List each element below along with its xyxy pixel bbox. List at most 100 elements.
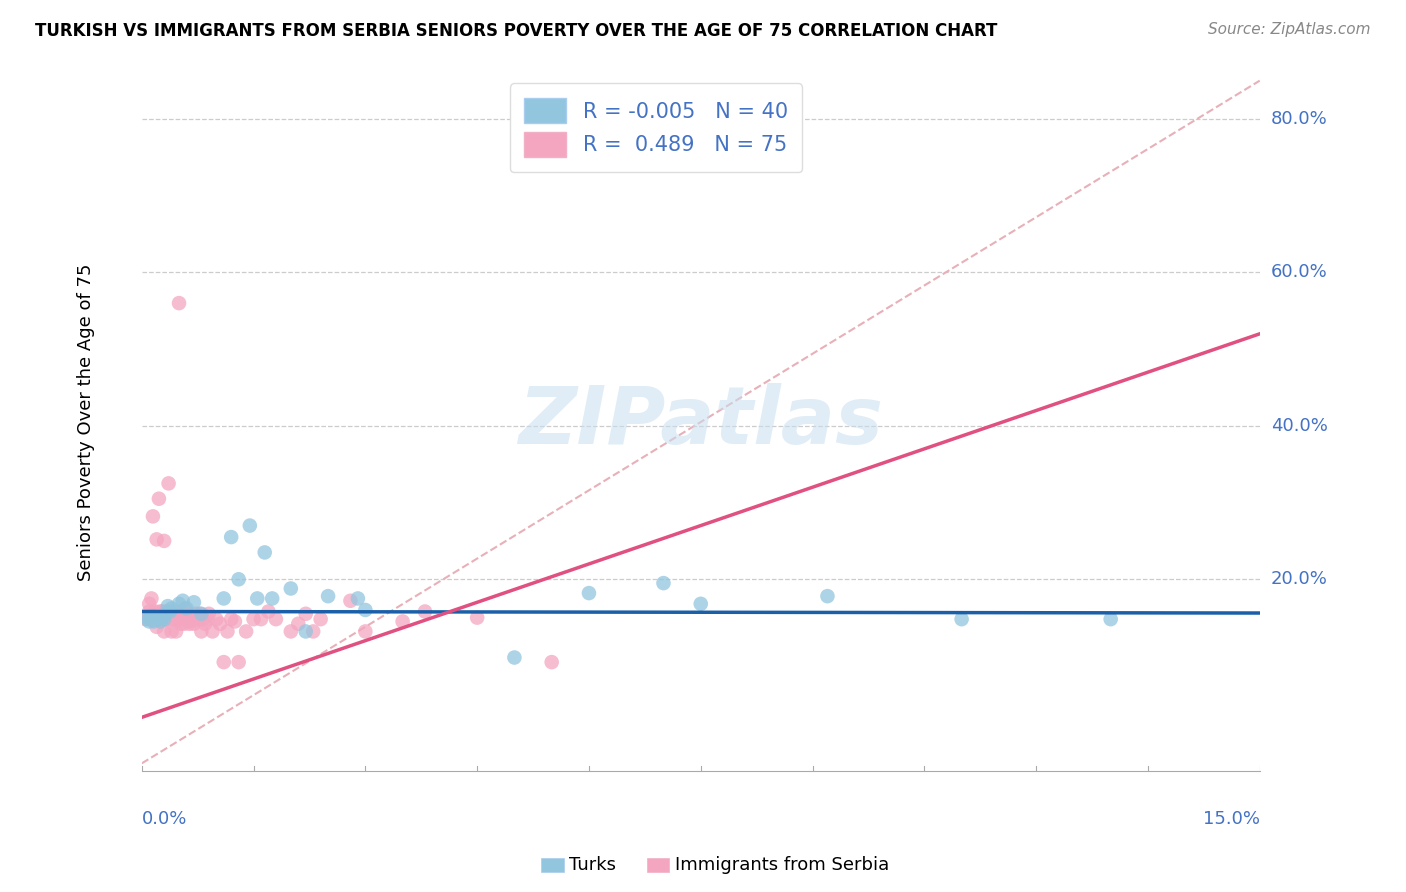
Text: 0.0%: 0.0% [142,810,187,828]
Point [160,601,183,615]
Point [139,610,162,624]
Point [172,593,194,607]
Point [264,612,287,626]
Point [159,605,181,619]
Point [143,609,166,624]
Point [149,615,172,629]
Point [280,582,302,596]
Point [136,609,159,624]
Point [173,616,195,631]
Point [208,616,231,631]
Point [181,612,204,626]
Point [157,476,180,491]
Point [413,605,436,619]
Point [153,624,176,639]
Point [146,612,169,626]
Point [262,591,284,606]
Point [195,612,218,626]
Point [156,605,179,619]
Point [339,593,361,607]
Point [540,655,562,669]
Point [145,610,167,624]
Text: 40.0%: 40.0% [1271,417,1327,435]
Text: Seniors Poverty Over the Age of 75: Seniors Poverty Over the Age of 75 [77,263,94,581]
Point [190,624,212,639]
Point [309,612,332,626]
Point [347,591,370,606]
Point [145,620,167,634]
Point [145,533,167,547]
Point [141,591,163,606]
Point [198,607,221,621]
Point [191,612,214,626]
Point [142,612,165,626]
Point [391,615,413,629]
Point [294,624,316,639]
Point [950,612,973,626]
Point [177,612,200,626]
Point [149,605,172,619]
Point [148,491,170,506]
Point [246,591,269,606]
Point [142,509,165,524]
Point [159,612,181,626]
Point [172,605,194,619]
Point [242,612,264,626]
Text: 20.0%: 20.0% [1271,570,1327,588]
Point [138,597,160,611]
Point [155,607,177,621]
Point [156,599,179,614]
Text: 80.0%: 80.0% [1271,110,1327,128]
Point [235,624,257,639]
Point [160,624,183,639]
Point [253,545,276,559]
Point [149,612,172,626]
Point [136,612,159,626]
Point [212,591,235,606]
Point [176,601,198,615]
Point [174,601,197,615]
Point [190,607,212,621]
Point [183,616,205,631]
Point [153,533,176,548]
Point [165,605,187,619]
Point [187,612,209,626]
Text: 60.0%: 60.0% [1271,263,1327,282]
Point [689,597,711,611]
Point [239,518,262,533]
Point [652,576,675,591]
Point [228,572,250,586]
Point [141,612,163,626]
Point [212,655,235,669]
Point [166,612,188,626]
Point [162,612,184,626]
Point [302,624,325,639]
Point [153,612,176,626]
Point [316,589,339,603]
Point [165,624,187,639]
Text: Turks: Turks [569,856,616,874]
Text: ZIPatlas: ZIPatlas [519,383,883,461]
Point [184,607,207,621]
Point [219,612,242,626]
Point [142,615,165,629]
Point [169,616,191,631]
Point [294,607,316,621]
Point [354,624,377,639]
Point [167,296,190,310]
Point [188,607,211,621]
Point [176,607,198,621]
Point [578,586,600,600]
Point [257,605,280,619]
Point [138,615,160,629]
Point [217,624,239,639]
Point [167,597,190,611]
Point [250,612,273,626]
Text: 15.0%: 15.0% [1202,810,1260,828]
Point [170,612,193,626]
Point [143,605,166,619]
Point [287,616,309,631]
Point [179,615,201,629]
Point [201,624,224,639]
Point [817,589,839,603]
